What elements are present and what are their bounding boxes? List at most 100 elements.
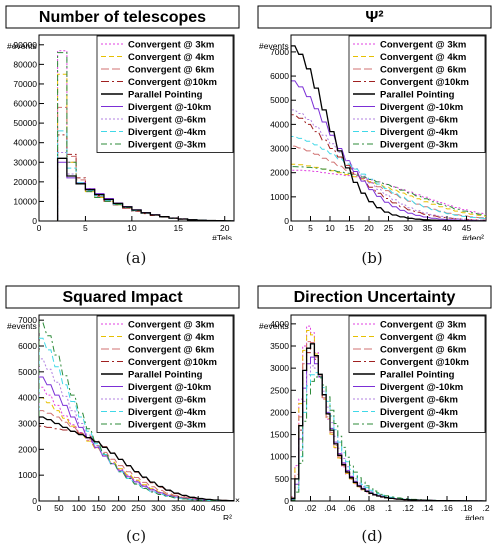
chart-c-ytick-label-6: 6000 <box>18 341 37 351</box>
chart-a-legend-label-6: Divergent @-10km <box>128 102 211 113</box>
chart-a-ytick-label-6: 60000 <box>13 99 37 109</box>
chart-a-ytick-label-5: 50000 <box>13 118 37 128</box>
chart-b-title-box: Ψ² <box>257 5 492 29</box>
chart-a-ytick-label-3: 30000 <box>13 157 37 167</box>
chart-b-series-group <box>291 45 486 221</box>
chart-d-xtick-label-8: .16 <box>441 503 453 513</box>
chart-c-series-3 <box>39 410 234 501</box>
chart-b-xtick-label-1: 5 <box>308 223 313 233</box>
chart-a-legend-label-3: Convergent @ 6km <box>128 64 214 75</box>
chart-d-ytick-label-3: 1500 <box>270 430 289 440</box>
chart-a-legend-label-7: Divergent @-6km <box>128 114 206 125</box>
chart-a-ytick-label-8: 80000 <box>13 59 37 69</box>
chart-b-xlabel: #deg² <box>462 233 484 240</box>
chart-a-legend-label-9: Divergent @-3km <box>128 139 206 150</box>
chart-d-ytick-label-6: 3000 <box>270 363 289 373</box>
chart-a-legend-label-8: Divergent @-4km <box>128 127 206 138</box>
chart-b-xtick-label-0: 0 <box>289 223 294 233</box>
chart-a-legend-label-4: Convergent @10km <box>128 77 217 88</box>
chart-c-xtick-label-3: 150 <box>92 503 106 513</box>
chart-c-xtick-label-9: 450 <box>211 503 225 513</box>
chart-d-legend-label-3: Convergent @ 6km <box>380 344 466 355</box>
chart-b-xtick-label-2: 10 <box>325 223 335 233</box>
chart-a-xtick-label-0: 0 <box>37 223 42 233</box>
chart-b-ytick-label-2: 2000 <box>270 168 289 178</box>
chart-b-legend-label-4: Convergent @10km <box>380 77 469 88</box>
chart-a-legend-label-5: Parallel Pointing <box>128 89 203 100</box>
chart-c-xtick-label-8: 400 <box>191 503 205 513</box>
panel-label-a: (a) <box>125 249 147 267</box>
chart-c-title-box: Squared Impact <box>5 285 240 309</box>
chart-b-ytick-label-6: 6000 <box>270 71 289 81</box>
chart-d-svg: Direction Uncertainty 0 .02 .04 .06 .08 .1 .12.… <box>257 285 492 520</box>
panel-b-psi-squared: Ψ² 0 5 10 15 20 25 30 35 40 45 0 1000 2000 3000 4000 500… <box>257 5 492 240</box>
chart-c-legend-label-2: Convergent @ 4km <box>128 332 214 343</box>
chart-d-xtick-label-6: .12 <box>402 503 414 513</box>
chart-d-series-5 <box>291 343 486 501</box>
chart-c-xlabel: R² <box>223 513 232 520</box>
panel-d-direction-uncertainty: Direction Uncertainty 0 .02 .04 .06 .08 .1 .12.… <box>257 285 492 520</box>
chart-d-series-1 <box>291 325 486 501</box>
chart-a-ytick-label-1: 10000 <box>13 196 37 206</box>
chart-d-legend-label-8: Divergent @-4km <box>380 407 458 418</box>
chart-b-series-7 <box>291 109 486 221</box>
chart-a-title-box: Number of telescopes <box>5 5 240 29</box>
chart-c-svg: Squared Impact 0 50 100 150 200 250 300 350 400 45… <box>5 285 240 520</box>
chart-c-series-9 <box>39 322 234 501</box>
chart-b-series-4 <box>291 114 486 221</box>
chart-c-legend-label-6: Divergent @-10km <box>128 382 211 393</box>
chart-b-ytick-label-7: 7000 <box>270 47 289 57</box>
chart-d-xtick-label-1: .02 <box>305 503 317 513</box>
chart-d-ylabel: #events <box>259 321 289 331</box>
chart-a-title: Number of telescopes <box>39 9 206 26</box>
chart-c-ylabel: #events <box>7 321 37 331</box>
chart-d-ytick-label-4: 2000 <box>270 407 289 417</box>
chart-b-xtick-label-7: 35 <box>423 223 433 233</box>
panel-c-squared-impact: Squared Impact 0 50 100 150 200 250 300 350 400 45… <box>5 285 240 520</box>
chart-c-series-2 <box>39 397 234 501</box>
chart-b-title: Ψ² <box>365 9 383 26</box>
chart-c-xtick-label-5: 250 <box>131 503 145 513</box>
chart-d-ytick-label-0: 0 <box>284 496 289 506</box>
chart-c-legend-label-1: Convergent @ 3km <box>128 319 214 330</box>
panel-label-b: (b) <box>361 249 383 267</box>
chart-a-ylabel: #events <box>7 41 37 51</box>
chart-d-ytick-label-1: 500 <box>275 474 289 484</box>
chart-c-xtick-label-7: 350 <box>171 503 185 513</box>
chart-b-legend-label-7: Divergent @-6km <box>380 114 458 125</box>
chart-b-ylabel: #events <box>259 41 289 51</box>
panel-label-d: (d) <box>361 527 383 545</box>
chart-a-svg: Number of telescopes 0 5 10 15 20 0 10000 20000 3… <box>5 5 240 240</box>
chart-d-legend-label-4: Convergent @10km <box>380 357 469 368</box>
chart-d-legend-label-9: Divergent @-3km <box>380 419 458 430</box>
chart-a-legend-label-2: Convergent @ 4km <box>128 52 214 63</box>
chart-d-ytick-label-5: 2500 <box>270 385 289 395</box>
chart-b-series-8 <box>291 136 486 221</box>
chart-d-xtick-label-9: .18 <box>461 503 473 513</box>
chart-a-series-5 <box>56 157 234 221</box>
chart-d-series-2 <box>291 330 486 501</box>
chart-d-ytick-label-8: 4000 <box>270 319 289 329</box>
chart-c-ytick-label-4: 4000 <box>18 393 37 403</box>
chart-b-xtick-label-5: 25 <box>384 223 394 233</box>
chart-d-xtick-label-3: .06 <box>344 503 356 513</box>
chart-b-ytick-label-3: 3000 <box>270 144 289 154</box>
chart-b-series-6 <box>291 80 486 221</box>
chart-d-xlabel: #deg <box>465 513 484 520</box>
chart-c-title: Squared Impact <box>62 289 183 306</box>
chart-c-xtick-label-1: 50 <box>54 503 64 513</box>
chart-a-ytick-label-7: 70000 <box>13 79 37 89</box>
chart-b-ytick-label-0: 0 <box>284 216 289 226</box>
chart-c-ytick-label-7: 7000 <box>18 315 37 325</box>
chart-a-xtick-label-3: 15 <box>174 223 184 233</box>
chart-d-ytick-label-2: 1000 <box>270 452 289 462</box>
chart-c-legend-label-7: Divergent @-6km <box>128 394 206 405</box>
chart-a-ytick-label-9: 90000 <box>13 40 37 50</box>
chart-c-ytick-label-5: 5000 <box>18 367 37 377</box>
chart-d-xtick-label-0: 0 <box>289 503 294 513</box>
chart-c-legend-label-5: Parallel Pointing <box>128 369 203 380</box>
chart-c-legend-label-4: Convergent @10km <box>128 357 217 368</box>
chart-d-xtick-label-2: .04 <box>324 503 336 513</box>
